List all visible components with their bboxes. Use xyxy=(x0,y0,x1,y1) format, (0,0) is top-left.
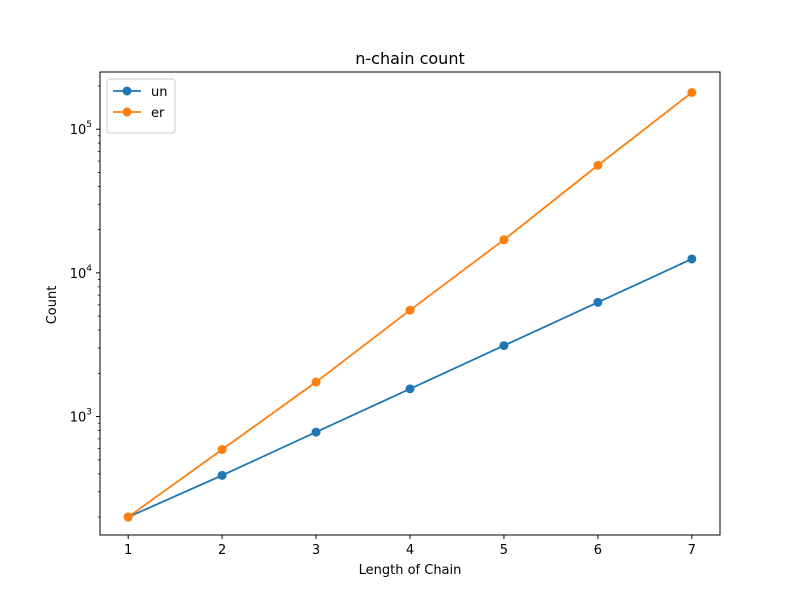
legend-marker-un xyxy=(122,86,132,96)
y-tick-base: 10 xyxy=(70,267,87,282)
plot-area-frame xyxy=(99,71,721,536)
data-point-un xyxy=(499,341,509,351)
x-tick-label: 4 xyxy=(406,543,414,558)
data-point-un xyxy=(311,427,321,437)
chart-title: n-chain count xyxy=(355,49,464,68)
x-tick-label: 5 xyxy=(500,543,508,558)
legend-label-er: er xyxy=(151,106,165,121)
data-point-un xyxy=(405,384,415,394)
x-axis-label: Length of Chain xyxy=(359,563,462,578)
x-tick-label: 3 xyxy=(312,543,320,558)
legend-marker-er xyxy=(122,107,132,117)
legend: un er xyxy=(106,78,176,134)
y-tick-base: 10 xyxy=(70,411,87,426)
x-tick-label: 2 xyxy=(218,543,226,558)
data-point-er xyxy=(499,235,509,245)
data-point-un xyxy=(687,254,697,264)
y-tick-exponent: 3 xyxy=(86,408,92,418)
series-layer xyxy=(123,88,697,522)
data-point-er xyxy=(311,377,321,387)
data-point-er xyxy=(593,160,603,170)
y-tick-exponent: 5 xyxy=(86,120,92,130)
y-tick-base: 10 xyxy=(70,123,87,138)
data-point-un xyxy=(593,297,603,307)
series-er xyxy=(123,88,697,522)
data-point-er xyxy=(123,512,133,522)
y-tick-exponent: 4 xyxy=(86,264,92,274)
x-tick-label: 6 xyxy=(594,543,602,558)
y-tick-label: 104 xyxy=(70,264,93,282)
data-point-er xyxy=(405,305,415,315)
y-axis-label: Count xyxy=(45,286,60,325)
x-tick-label: 7 xyxy=(688,543,696,558)
legend-label-un: un xyxy=(151,85,167,100)
y-tick-label: 105 xyxy=(70,120,92,138)
x-axis-ticks: 1 2 3 4 5 6 7 xyxy=(124,535,696,558)
y-tick-label: 103 xyxy=(70,408,92,426)
data-point-er xyxy=(687,88,697,98)
data-point-un xyxy=(217,470,227,480)
data-point-er xyxy=(217,445,227,455)
x-tick-label: 1 xyxy=(124,543,132,558)
